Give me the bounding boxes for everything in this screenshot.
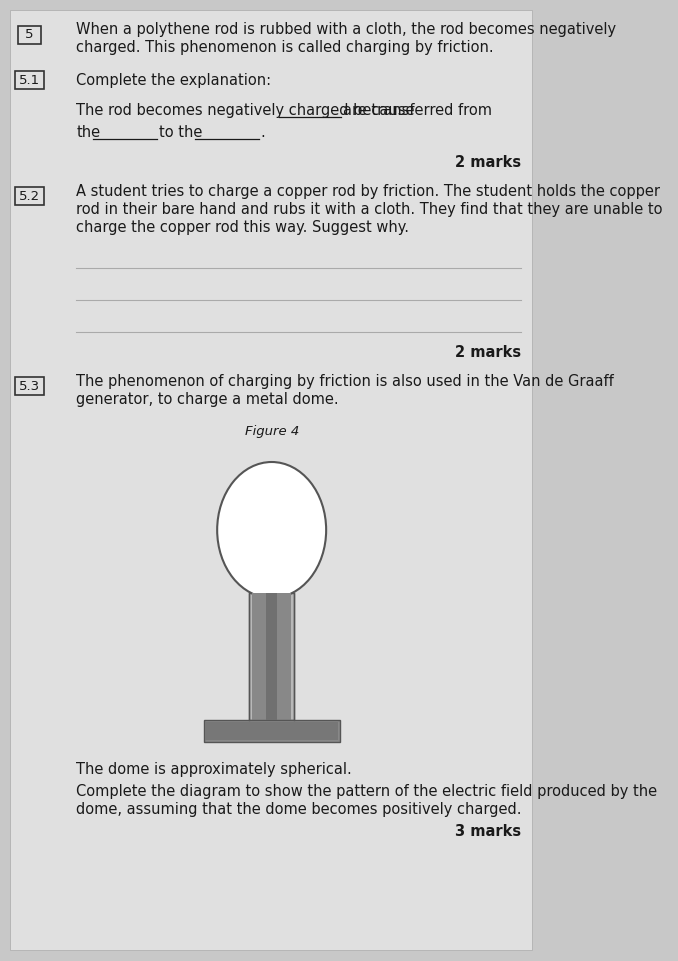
Bar [15, 187, 44, 205]
Bar [252, 593, 291, 720]
Text: charged. This phenomenon is called charging by friction.: charged. This phenomenon is called charg… [76, 40, 494, 55]
Bar [250, 593, 294, 720]
Text: .: . [260, 125, 265, 140]
Text: 5: 5 [25, 29, 34, 41]
Text: generator, to charge a metal dome.: generator, to charge a metal dome. [76, 392, 339, 407]
Text: 2 marks: 2 marks [455, 345, 521, 360]
Text: rod in their bare hand and rubs it with a cloth. They find that they are unable : rod in their bare hand and rubs it with … [76, 202, 662, 217]
Text: dome, assuming that the dome becomes positively charged.: dome, assuming that the dome becomes pos… [76, 802, 521, 817]
Bar [205, 722, 338, 740]
Text: to the: to the [159, 125, 203, 140]
Text: The phenomenon of charging by friction is also used in the Van de Graaff: The phenomenon of charging by friction i… [76, 374, 614, 389]
Text: 2 marks: 2 marks [455, 155, 521, 170]
Text: the: the [76, 125, 100, 140]
Text: When a polythene rod is rubbed with a cloth, the rod becomes negatively: When a polythene rod is rubbed with a cl… [76, 22, 616, 37]
Bar [15, 71, 44, 89]
Circle shape [217, 462, 326, 598]
Text: 3 marks: 3 marks [455, 824, 521, 839]
Text: Complete the explanation:: Complete the explanation: [76, 73, 271, 88]
Text: 5.1: 5.1 [19, 73, 40, 86]
Text: Complete the diagram to show the pattern of the electric field produced by the: Complete the diagram to show the pattern… [76, 784, 657, 799]
Bar [266, 593, 277, 720]
Text: The rod becomes negatively charged because: The rod becomes negatively charged becau… [76, 103, 415, 118]
Text: Figure 4: Figure 4 [245, 425, 299, 438]
Bar [203, 720, 340, 742]
Text: The dome is approximately spherical.: The dome is approximately spherical. [76, 762, 352, 777]
Text: 5.2: 5.2 [19, 189, 40, 203]
Text: A student tries to charge a copper rod by friction. The student holds the copper: A student tries to charge a copper rod b… [76, 184, 660, 199]
Bar [18, 26, 41, 44]
Text: charge the copper rod this way. Suggest why.: charge the copper rod this way. Suggest … [76, 220, 409, 235]
Text: are transferred from: are transferred from [343, 103, 492, 118]
Text: 5.3: 5.3 [19, 380, 40, 392]
Bar [15, 377, 44, 395]
